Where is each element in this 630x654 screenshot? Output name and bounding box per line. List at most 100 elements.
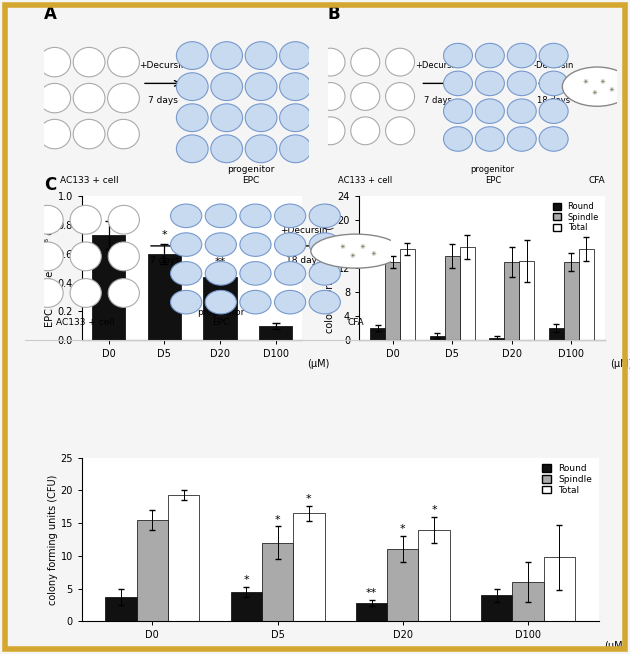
Text: ✳: ✳ xyxy=(600,78,606,85)
Bar xyxy=(544,557,575,621)
Text: ✳: ✳ xyxy=(350,253,355,260)
Ellipse shape xyxy=(280,135,311,163)
Ellipse shape xyxy=(316,48,345,76)
Text: *: * xyxy=(161,230,167,240)
Text: AC133 + cell: AC133 + cell xyxy=(338,176,392,184)
Text: progenitor
EPC: progenitor EPC xyxy=(197,307,244,327)
Ellipse shape xyxy=(539,127,568,151)
Bar xyxy=(147,254,181,340)
Bar xyxy=(504,262,519,340)
Ellipse shape xyxy=(309,233,340,256)
Ellipse shape xyxy=(171,290,202,314)
Ellipse shape xyxy=(205,204,236,228)
Bar xyxy=(564,262,579,340)
Ellipse shape xyxy=(171,233,202,256)
Text: AC133 + cell: AC133 + cell xyxy=(56,318,115,327)
Ellipse shape xyxy=(476,99,505,124)
Ellipse shape xyxy=(444,43,472,68)
Circle shape xyxy=(311,234,401,268)
Ellipse shape xyxy=(211,42,243,69)
Text: A: A xyxy=(44,5,57,23)
Text: progenitor
EPC: progenitor EPC xyxy=(227,165,274,184)
Ellipse shape xyxy=(240,204,271,228)
Ellipse shape xyxy=(245,135,277,163)
Ellipse shape xyxy=(73,119,105,149)
Ellipse shape xyxy=(476,71,505,95)
Circle shape xyxy=(563,67,630,107)
Text: (μM): (μM) xyxy=(307,359,329,369)
Ellipse shape xyxy=(205,290,236,314)
Ellipse shape xyxy=(539,71,568,95)
Ellipse shape xyxy=(245,104,277,131)
Text: CFA: CFA xyxy=(348,318,364,327)
Ellipse shape xyxy=(386,48,415,76)
Bar xyxy=(430,336,445,340)
Text: 7 days: 7 days xyxy=(151,256,180,266)
Text: 18 days: 18 days xyxy=(537,97,570,105)
Text: ✳: ✳ xyxy=(583,78,588,85)
Y-axis label: colony forming units (CFU): colony forming units (CFU) xyxy=(48,474,57,605)
Ellipse shape xyxy=(171,204,202,228)
Text: C: C xyxy=(44,175,56,194)
Bar xyxy=(445,256,460,340)
Text: B: B xyxy=(328,5,340,23)
Bar xyxy=(385,262,400,340)
Text: *: * xyxy=(432,505,437,515)
Ellipse shape xyxy=(171,262,202,285)
Ellipse shape xyxy=(280,73,311,101)
Ellipse shape xyxy=(39,119,71,149)
Text: (μM): (μM) xyxy=(604,641,626,651)
Ellipse shape xyxy=(108,242,139,271)
Text: (μM): (μM) xyxy=(610,359,630,369)
Bar xyxy=(481,595,512,621)
Bar xyxy=(512,582,544,621)
Ellipse shape xyxy=(351,82,380,111)
Ellipse shape xyxy=(245,42,277,69)
Ellipse shape xyxy=(176,104,208,131)
Ellipse shape xyxy=(280,104,311,131)
Ellipse shape xyxy=(309,204,340,228)
Text: *: * xyxy=(243,575,249,585)
Text: 7 days: 7 days xyxy=(148,97,178,105)
Bar xyxy=(137,520,168,621)
Text: progenitor
EPC: progenitor EPC xyxy=(471,165,515,184)
Ellipse shape xyxy=(476,127,505,151)
Text: ✳: ✳ xyxy=(592,90,597,96)
Ellipse shape xyxy=(351,117,380,145)
Ellipse shape xyxy=(32,242,63,271)
Text: AC133 + cell: AC133 + cell xyxy=(60,176,118,184)
Ellipse shape xyxy=(476,43,505,68)
Bar xyxy=(92,235,125,340)
Ellipse shape xyxy=(275,290,306,314)
Text: +Decursin: +Decursin xyxy=(280,226,328,235)
Ellipse shape xyxy=(539,43,568,68)
Bar xyxy=(490,338,504,340)
Bar xyxy=(579,249,593,340)
Ellipse shape xyxy=(211,104,243,131)
Bar xyxy=(356,603,387,621)
Text: ✳: ✳ xyxy=(609,87,614,93)
Ellipse shape xyxy=(386,117,415,145)
Bar xyxy=(168,495,199,621)
Ellipse shape xyxy=(240,290,271,314)
Bar xyxy=(418,530,450,621)
Bar xyxy=(293,513,324,621)
Ellipse shape xyxy=(205,233,236,256)
Text: CFA: CFA xyxy=(589,176,605,184)
Ellipse shape xyxy=(309,262,340,285)
Ellipse shape xyxy=(280,42,311,69)
Bar xyxy=(460,247,474,340)
Ellipse shape xyxy=(108,119,139,149)
Text: +Decursin: +Decursin xyxy=(139,61,187,70)
Ellipse shape xyxy=(240,262,271,285)
Text: **: ** xyxy=(214,258,226,267)
Bar xyxy=(262,543,293,621)
Text: 7 days: 7 days xyxy=(424,97,452,105)
Ellipse shape xyxy=(316,117,345,145)
Text: +Decursin: +Decursin xyxy=(416,61,460,70)
Text: **: ** xyxy=(366,588,377,598)
Text: *: * xyxy=(306,494,312,504)
Bar xyxy=(370,328,385,340)
Ellipse shape xyxy=(73,47,105,77)
Text: ✳: ✳ xyxy=(360,244,366,250)
